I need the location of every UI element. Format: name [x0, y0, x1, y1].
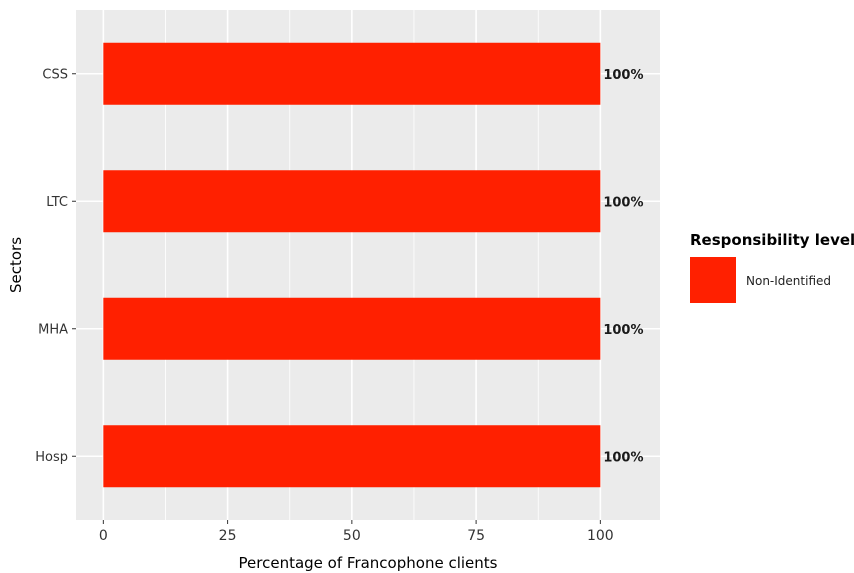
- y-axis-title: Sectors: [7, 237, 25, 293]
- legend-title: Responsibility level: [690, 231, 854, 249]
- bar-mha: [103, 297, 601, 360]
- x-axis-title: Percentage of Francophone clients: [239, 554, 498, 572]
- legend-key-non-identified: [690, 257, 736, 303]
- y-tick-label: LTC: [46, 195, 68, 210]
- x-tick-label: 100: [587, 528, 614, 544]
- legend: Responsibility level Non-Identified: [690, 231, 854, 303]
- x-tick-label: 0: [99, 528, 108, 544]
- bars: [103, 42, 601, 488]
- y-tick-label: Hosp: [35, 450, 68, 465]
- x-axis: 0 25 50 75 100: [99, 520, 614, 544]
- data-label-hosp: 100%: [603, 450, 643, 465]
- bar-css: [103, 42, 601, 105]
- bar-hosp: [103, 425, 601, 488]
- x-tick-label: 25: [219, 528, 237, 544]
- y-axis: CSS LTC MHA Hosp: [35, 67, 76, 465]
- data-label-ltc: 100%: [603, 195, 643, 210]
- y-tick-label: CSS: [42, 67, 68, 82]
- legend-label-non-identified: Non-Identified: [746, 274, 831, 288]
- x-tick-label: 75: [467, 528, 485, 544]
- data-label-mha: 100%: [603, 323, 643, 338]
- data-labels: 100% 100% 100% 100%: [603, 68, 643, 466]
- bar-ltc: [103, 170, 601, 233]
- data-label-css: 100%: [603, 68, 643, 83]
- x-tick-label: 50: [343, 528, 361, 544]
- y-tick-label: MHA: [38, 322, 68, 337]
